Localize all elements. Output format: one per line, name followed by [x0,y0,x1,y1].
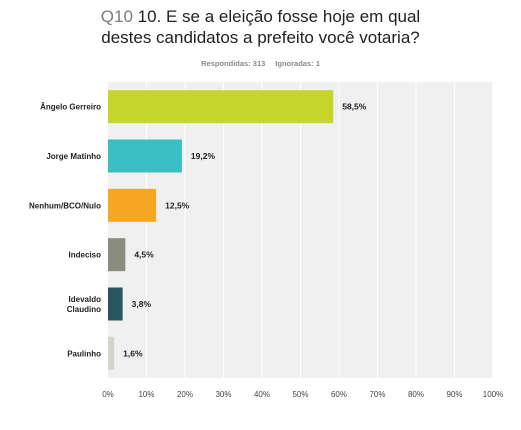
value-label: 58,5% [342,102,367,112]
category-label: Idevaldo [69,295,102,304]
value-label: 4,5% [134,250,154,260]
value-label: 3,8% [132,299,152,309]
bar [108,90,334,124]
x-tick-label: 10% [138,390,154,399]
question-number: Q10 [100,7,133,26]
title-line-1: Q10 10. E se a eleição fosse hoje em qua… [0,6,521,27]
bar [108,188,157,222]
bar [108,336,115,370]
value-label: 12,5% [165,200,190,210]
value-label: 1,6% [123,348,143,358]
x-tick-label: 90% [446,390,462,399]
title-text-line-1: 10. E se a eleição fosse hoje em qual [137,7,421,26]
bar [108,139,182,173]
chart-title: Q10 10. E se a eleição fosse hoje em qua… [0,6,521,48]
category-label: Nenhum/BCO/Nulo [29,201,101,210]
response-counts: Respondidas: 313 Ignoradas: 1 [0,59,521,68]
x-tick-label: 80% [408,390,424,399]
x-tick-label: 70% [369,390,385,399]
answered-count: Respondidas: 313 [201,59,266,68]
x-tick-label: 60% [331,390,347,399]
title-line-2: destes candidatos a prefeito você votari… [101,28,420,47]
category-label: Paulinho [67,349,101,358]
value-label: 19,2% [191,151,216,161]
x-tick-label: 100% [483,390,503,399]
bar [108,238,126,272]
category-label: Claudino [67,305,101,314]
x-tick-label: 30% [215,390,231,399]
category-label: Jorge Matinho [46,152,101,161]
bar [108,287,123,321]
x-tick-label: 40% [254,390,270,399]
category-label: Ângelo Gerreiro [40,103,101,112]
x-tick-label: 20% [177,390,193,399]
x-tick-label: 50% [292,390,308,399]
skipped-count: Ignoradas: 1 [275,59,320,68]
x-tick-label: 0% [102,390,114,399]
category-label: Indeciso [69,251,102,260]
